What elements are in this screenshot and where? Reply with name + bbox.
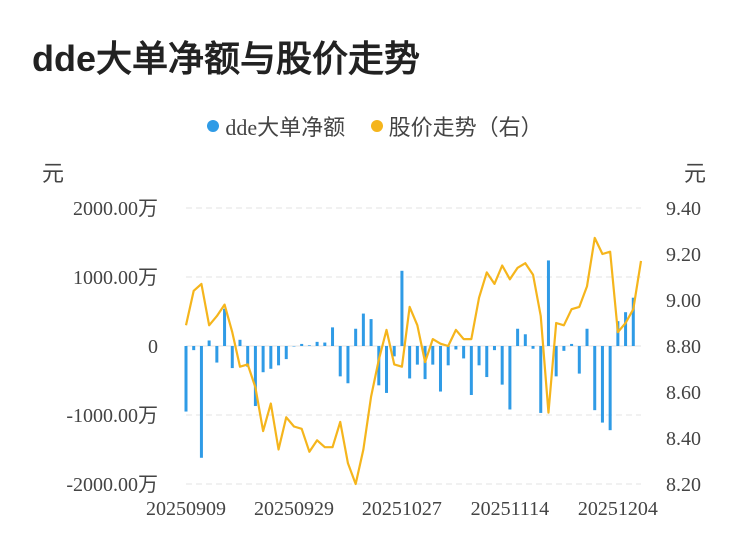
bar xyxy=(315,341,319,346)
bar xyxy=(415,346,419,365)
bar xyxy=(307,345,311,346)
bar xyxy=(562,346,566,351)
legend-item-price[interactable]: 股价走势（右） xyxy=(370,110,543,142)
bar xyxy=(338,346,342,377)
bar xyxy=(400,270,404,346)
x-tick-label: 20250909 xyxy=(146,498,226,520)
left-tick-label: 0 xyxy=(148,336,158,358)
bar xyxy=(184,346,188,412)
bar xyxy=(331,327,335,346)
bar xyxy=(539,346,543,413)
chart-title: dde大单净额与股价走势 xyxy=(32,38,421,79)
bar xyxy=(516,328,520,346)
bar xyxy=(354,328,358,346)
bar xyxy=(246,346,250,367)
bar xyxy=(616,321,620,346)
bar xyxy=(577,346,581,374)
bar xyxy=(593,346,597,411)
bar xyxy=(261,346,265,373)
legend: dde大单净额 股价走势（右） xyxy=(0,110,750,142)
bar xyxy=(477,346,481,366)
bar xyxy=(277,346,281,366)
bar xyxy=(438,346,442,392)
bar xyxy=(585,328,589,346)
left-axis-unit: 元 xyxy=(42,161,65,186)
left-tick-label: 1000.00万 xyxy=(73,267,158,289)
bar xyxy=(431,346,435,365)
bar xyxy=(454,346,458,350)
right-tick-label: 8.20 xyxy=(666,474,701,496)
bar xyxy=(608,346,612,431)
x-tick-label: 20250929 xyxy=(254,498,334,520)
x-tick-label: 20251204 xyxy=(578,498,658,520)
right-tick-label: 8.40 xyxy=(666,428,701,450)
bar xyxy=(369,319,373,346)
legend-label-price: 股价走势（右） xyxy=(388,115,543,140)
bar xyxy=(508,346,512,410)
x-tick-label: 20251027 xyxy=(362,498,442,520)
price-line xyxy=(184,236,643,486)
axis-layer: 2000.00万 1000.00万 0 -1000.00万 -2000.00万 9.40 9… xyxy=(66,198,701,520)
bar xyxy=(408,346,412,379)
bar xyxy=(546,260,550,346)
right-tick-label: 8.60 xyxy=(666,382,701,404)
bar xyxy=(500,346,504,385)
bar xyxy=(192,346,196,351)
right-tick-label: 9.20 xyxy=(666,244,701,266)
left-tick-label: -2000.00万 xyxy=(66,474,158,496)
bars-layer xyxy=(184,260,635,458)
bar xyxy=(230,346,234,369)
bar xyxy=(238,339,242,346)
bar xyxy=(469,346,473,395)
legend-item-dde[interactable]: dde大单净额 xyxy=(207,110,345,142)
legend-dot-dde xyxy=(207,120,220,132)
bar xyxy=(570,343,574,346)
bar xyxy=(377,346,381,386)
bar xyxy=(269,346,273,369)
bar xyxy=(446,346,450,366)
bar xyxy=(207,340,211,346)
x-tick-label: 20251114 xyxy=(471,498,550,520)
bar xyxy=(523,334,527,346)
line-layer xyxy=(184,236,643,486)
bar xyxy=(223,308,227,346)
left-tick-label: -1000.00万 xyxy=(66,405,158,427)
bar xyxy=(253,346,257,407)
legend-label-dde: dde大单净额 xyxy=(225,115,346,140)
bar xyxy=(624,312,628,346)
bar xyxy=(284,346,288,360)
right-tick-label: 9.40 xyxy=(666,198,701,220)
bar xyxy=(199,346,203,458)
legend-dot-price xyxy=(370,120,383,132)
bar xyxy=(346,346,350,384)
bar xyxy=(292,346,296,347)
bar xyxy=(361,313,365,346)
bar xyxy=(215,346,219,363)
bar xyxy=(323,342,327,346)
bar xyxy=(300,343,304,346)
left-tick-label: 2000.00万 xyxy=(73,198,158,220)
bar xyxy=(462,346,466,359)
bar xyxy=(600,346,604,423)
bar xyxy=(385,346,389,393)
right-tick-label: 9.00 xyxy=(666,290,701,312)
bar xyxy=(485,346,489,378)
right-tick-label: 8.80 xyxy=(666,336,701,358)
bar xyxy=(392,346,396,357)
right-axis-unit: 元 xyxy=(684,161,707,186)
bar xyxy=(492,346,496,351)
bar xyxy=(631,297,635,346)
bar xyxy=(554,346,558,377)
bar xyxy=(531,346,535,349)
